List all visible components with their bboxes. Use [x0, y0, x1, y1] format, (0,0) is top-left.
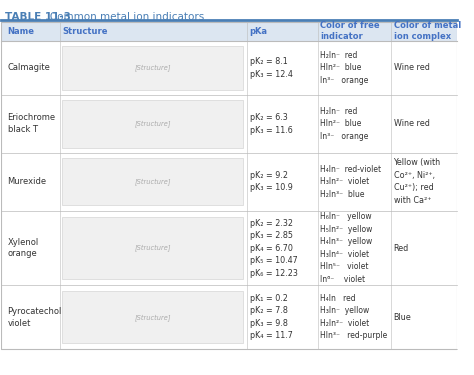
Text: Calmagite: Calmagite	[8, 63, 50, 72]
Text: Color of free
indicator: Color of free indicator	[320, 21, 380, 41]
FancyBboxPatch shape	[0, 22, 457, 40]
Text: Eriochrome
black T: Eriochrome black T	[8, 113, 55, 134]
Text: Murexide: Murexide	[8, 177, 46, 186]
Text: pK₂ = 9.2
pK₃ = 10.9: pK₂ = 9.2 pK₃ = 10.9	[250, 171, 292, 192]
Text: H₂In⁻  red
HIn²⁻  blue
In³⁻   orange: H₂In⁻ red HIn²⁻ blue In³⁻ orange	[320, 51, 369, 85]
Text: pK₂ = 2.32
pK₃ = 2.85
pK₄ = 6.70
pK₅ = 10.47
pK₆ = 12.23: pK₂ = 2.32 pK₃ = 2.85 pK₄ = 6.70 pK₅ = 1…	[250, 219, 298, 278]
Text: H₂In⁻  red
HIn²⁻  blue
In³⁻   orange: H₂In⁻ red HIn²⁻ blue In³⁻ orange	[320, 107, 369, 141]
Text: Blue: Blue	[393, 313, 411, 322]
FancyBboxPatch shape	[63, 45, 243, 90]
Text: [Structure]: [Structure]	[134, 64, 171, 71]
Text: [Structure]: [Structure]	[134, 244, 171, 252]
Text: Structure: Structure	[63, 27, 108, 36]
FancyBboxPatch shape	[63, 158, 243, 206]
Text: H₄In   red
H₃In⁻  yellow
H₂In²⁻  violet
HIn³⁻   red-purple: H₄In red H₃In⁻ yellow H₂In²⁻ violet HIn³…	[320, 294, 388, 340]
Text: pK₂ = 6.3
pK₃ = 11.6: pK₂ = 6.3 pK₃ = 11.6	[250, 113, 292, 135]
Text: Wine red: Wine red	[393, 63, 429, 72]
Text: Xylenol
orange: Xylenol orange	[8, 238, 39, 258]
Text: pKa: pKa	[250, 27, 268, 36]
Text: H₆In⁻   yellow
H₅In²⁻  yellow
H₄In³⁻  yellow
H₃In⁴⁻  violet
HIn⁵⁻   violet
In⁶⁻ : H₆In⁻ yellow H₅In²⁻ yellow H₄In³⁻ yellow…	[320, 212, 373, 284]
Text: Name: Name	[8, 27, 35, 36]
Text: pK₂ = 8.1
pK₃ = 12.4: pK₂ = 8.1 pK₃ = 12.4	[250, 57, 292, 78]
Text: H₄In⁻  red-violet
H₃In²⁻  violet
H₂In³⁻  blue: H₄In⁻ red-violet H₃In²⁻ violet H₂In³⁻ bl…	[320, 165, 382, 199]
FancyBboxPatch shape	[63, 217, 243, 279]
Text: pK₁ = 0.2
pK₂ = 7.8
pK₃ = 9.8
pK₄ = 11.7: pK₁ = 0.2 pK₂ = 7.8 pK₃ = 9.8 pK₄ = 11.7	[250, 294, 292, 340]
Text: [Structure]: [Structure]	[134, 178, 171, 185]
Text: Color of metal
ion complex: Color of metal ion complex	[393, 21, 461, 41]
Text: [Structure]: [Structure]	[134, 120, 171, 127]
Text: TABLE 11-3: TABLE 11-3	[5, 12, 71, 22]
FancyBboxPatch shape	[63, 100, 243, 147]
Text: Yellow (with
Co²⁺, Ni²⁺,
Cu²⁺); red
with Ca²⁺: Yellow (with Co²⁺, Ni²⁺, Cu²⁺); red with…	[393, 159, 441, 205]
Text: Red: Red	[393, 243, 409, 252]
FancyBboxPatch shape	[63, 291, 243, 343]
Text: Common metal ion indicators: Common metal ion indicators	[39, 12, 204, 22]
Text: Pyrocatechol
violet: Pyrocatechol violet	[8, 307, 62, 327]
Text: [Structure]: [Structure]	[134, 314, 171, 321]
Text: Wine red: Wine red	[393, 119, 429, 128]
